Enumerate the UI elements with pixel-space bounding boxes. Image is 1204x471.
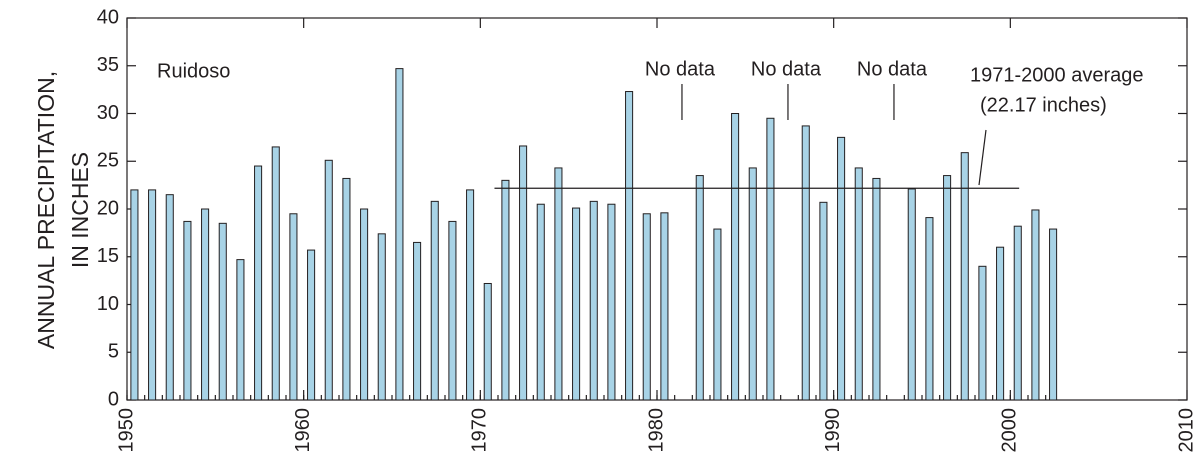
bar (943, 175, 952, 401)
bar (925, 217, 934, 401)
bar (448, 220, 457, 401)
bar (766, 117, 775, 401)
x-tick-label: 1970 (469, 408, 491, 453)
bar (519, 145, 528, 401)
bar (819, 201, 828, 401)
station-label: Ruidoso (157, 60, 230, 82)
bar (907, 188, 916, 401)
bar (748, 167, 757, 401)
x-tick-label: 1990 (822, 408, 844, 453)
y-tick-label: 30 (97, 102, 119, 124)
bar (872, 177, 881, 401)
x-tick-label: 1950 (115, 408, 137, 453)
bar (342, 177, 351, 401)
average-label: 1971-2000 average (970, 64, 1143, 86)
bar (978, 265, 987, 401)
y-tick-label: 0 (108, 388, 119, 410)
bar (377, 233, 386, 401)
bar (960, 152, 969, 401)
bar (324, 159, 333, 401)
y-tick-label: 25 (97, 150, 119, 172)
bar (731, 113, 740, 401)
y-tick-label: 15 (97, 245, 119, 267)
bar (413, 241, 422, 401)
bar (695, 175, 704, 401)
bar (642, 213, 651, 401)
bar (165, 194, 174, 401)
bar (483, 282, 492, 401)
y-axis-label: ANNUAL PRECIPITATION, (33, 71, 59, 349)
y-tick-label: 5 (108, 341, 119, 363)
bar (536, 203, 545, 401)
bar (607, 203, 616, 401)
bar (713, 228, 722, 401)
bar (837, 136, 846, 401)
annotation: No data (857, 58, 928, 80)
bar (148, 189, 157, 401)
x-tick-label: 1960 (292, 408, 314, 453)
bar (996, 246, 1005, 401)
bar (395, 68, 404, 401)
bar (1049, 228, 1058, 401)
bar (289, 213, 298, 401)
bar (183, 220, 192, 401)
x-tick-label: 1980 (645, 408, 667, 453)
bar (236, 259, 245, 401)
bar (430, 200, 439, 401)
bar (360, 208, 369, 401)
bar (589, 200, 598, 401)
average-label: (22.17 inches) (980, 94, 1107, 116)
bar (201, 208, 210, 401)
y-tick-label: 10 (97, 293, 119, 315)
bar (466, 189, 475, 401)
x-tick-label: 2010 (1175, 408, 1197, 453)
bar (854, 167, 863, 401)
annotation: No data (751, 58, 822, 80)
bar (307, 249, 316, 401)
bar (572, 207, 581, 401)
bar (660, 212, 669, 401)
bar (554, 167, 563, 401)
bar (501, 179, 510, 401)
bar (254, 165, 263, 401)
bar (271, 146, 280, 401)
annotation: No data (645, 58, 716, 80)
bar (801, 125, 810, 401)
bar (625, 91, 634, 401)
y-axis-label: IN INCHES (67, 152, 93, 268)
y-tick-label: 35 (97, 54, 119, 76)
y-tick-label: 40 (97, 6, 119, 28)
y-tick-label: 20 (97, 197, 119, 219)
bar (218, 222, 227, 401)
bar (1013, 225, 1022, 401)
bar (1031, 209, 1040, 401)
bar (130, 189, 139, 401)
leader-line (978, 129, 987, 186)
x-tick-label: 2000 (999, 408, 1021, 453)
